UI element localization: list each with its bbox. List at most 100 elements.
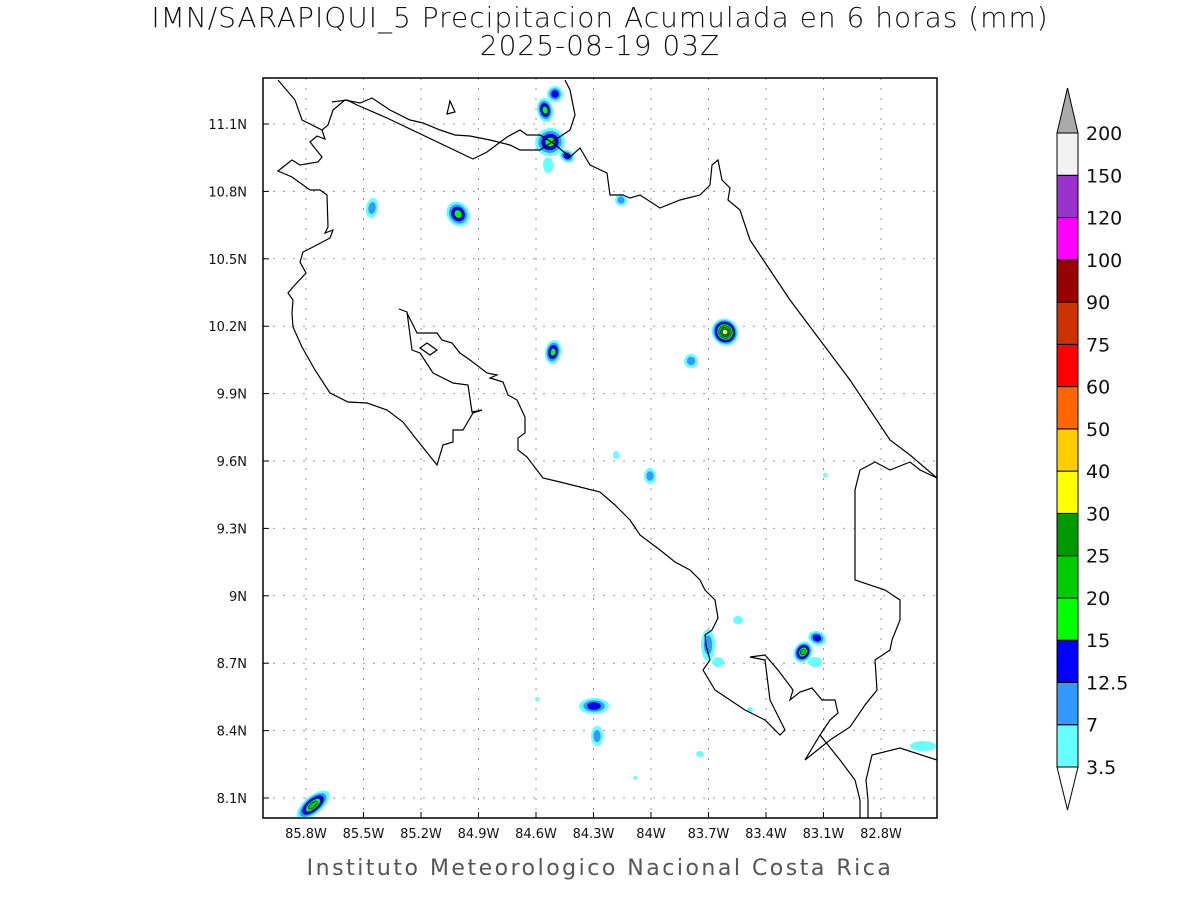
precip-cell [684,354,698,368]
colorbar-label: 25 [1086,546,1110,568]
precip-cell [793,641,813,663]
plot-frame [262,77,938,819]
colorbar-swatch [1056,555,1079,599]
precip-contour [543,157,553,173]
colorbar-label: 30 [1086,503,1110,525]
colorbar-swatch [1056,259,1079,303]
precip-cell [808,630,826,646]
precip-cell [543,157,553,173]
precip-contour [733,616,743,624]
lon-label: 84.3W [573,827,615,842]
precip-cell [910,741,936,751]
colorbar-under-arrow [1056,766,1079,811]
precip-cell [701,629,715,661]
precip-contour [613,451,619,459]
lon-label: 85.8W [285,827,327,842]
lat-label: 8.7N [217,657,247,672]
precip-cell [547,86,563,102]
lake-nicaragua-shore [277,79,576,151]
lat-label: 11.1N [208,118,247,133]
precip-cell [696,751,704,757]
lat-label: 8.4N [217,725,247,740]
grid-lines [263,78,937,818]
precip-contour [633,776,637,780]
precip-contour [541,105,549,115]
colorbar-swatch [1056,132,1079,176]
map-subtitle: 2025-08-19 03Z [479,29,721,62]
precip-contour [722,328,728,336]
gulf-island [418,342,439,356]
precip-contour [535,697,539,701]
colorbar-swatch [1056,428,1079,472]
colorbar-swatch [1056,174,1079,219]
colorbar-label: 200 [1086,123,1122,145]
lat-label: 10.5N [208,253,247,268]
colorbar-label: 12.5 [1086,672,1128,694]
lon-label: 82.8W [860,827,902,842]
footer-credit: Instituto Meteorologico Nacional Costa R… [306,856,894,881]
precip-cell [823,473,827,477]
colorbar-swatch [1056,681,1079,726]
colorbar-label: 60 [1086,377,1110,399]
lat-label: 9.6N [217,455,247,470]
lat-label: 9.9N [217,388,247,403]
precip-cell [712,657,724,667]
lat-label: 8.1N [217,792,247,807]
precip-cell [365,198,379,218]
colorbar-label: 150 [1086,165,1122,187]
colorbar-label: 100 [1086,250,1122,272]
precip-cell [808,657,822,667]
lon-label: 83.4W [745,827,787,842]
precip-cell [559,149,575,163]
lon-label: 85.2W [400,827,442,842]
lon-label: 83.1W [803,827,845,842]
precip-contour [551,90,559,98]
colorbar-over-arrow [1056,87,1079,134]
colorbar-swatch [1056,301,1079,345]
colorbar-swatch [1056,217,1079,261]
lat-label: 9N [229,590,247,605]
precip-cell [644,468,656,484]
colorbar-label: 3.5 [1086,757,1116,779]
colorbar-label: 90 [1086,292,1110,314]
precip-cell [633,776,637,780]
precip-contour [686,356,696,366]
precip-cell [579,698,609,714]
precip-cell [446,201,470,227]
precip-cell [536,98,554,122]
panama-border-coast [819,734,861,818]
coastlines [276,79,937,818]
precip-contour [910,741,936,751]
colorbar-swatch [1056,597,1079,641]
map-title: IMN/SARAPIQUI_5 Precipitacion Acumulada … [151,1,1049,34]
precip-contour [712,657,724,667]
southeast-coast [865,747,937,818]
precip-contour [617,196,625,204]
lon-label: 84.6W [515,827,557,842]
colorbar-swatch [1056,386,1079,430]
lon-label: 85.5W [343,827,385,842]
lake-island [446,99,456,115]
colorbar-swatch [1056,724,1079,768]
colorbar-swatch [1056,512,1079,557]
precip-contour [696,751,704,757]
lat-label: 9.3N [217,522,247,537]
precip-contour [453,209,463,219]
colorbar-swatch [1056,639,1079,683]
precip-contour [800,648,806,656]
northern-border-caribbean-coast [331,99,937,479]
colorbar-label: 50 [1086,419,1110,441]
colorbar-label: 40 [1086,461,1110,483]
precip-contour [812,634,822,642]
precip-contour [308,800,318,810]
precip-contour [587,702,601,710]
precip-contour [808,657,822,667]
colorbar: 3.5 7 12.5 15 20 25 30 40 50 60 75 90 100 120 150 200 [1056,87,1128,811]
lon-label: 84W [636,827,666,842]
precip-cell [733,616,743,624]
colorbar-label: 7 [1086,715,1098,737]
precip-cell [544,340,562,364]
lon-label: 83.7W [688,827,730,842]
lat-label: 10.8N [208,185,247,200]
